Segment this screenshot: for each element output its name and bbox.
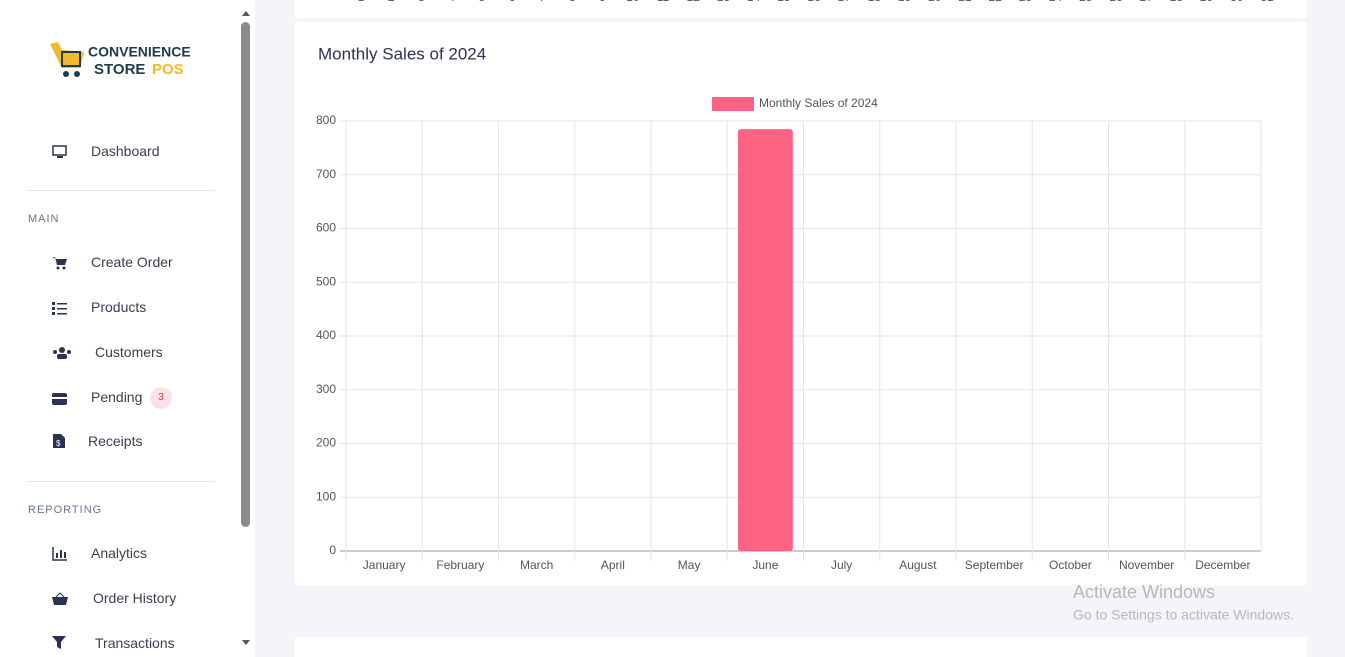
x-tick-label: 16	[807, 0, 821, 4]
x-tick-label: 26	[1109, 0, 1123, 4]
x-tick-label: May	[678, 558, 701, 572]
nav-item[interactable]: Dashboard	[91, 143, 160, 159]
logo-line1: CONVENIENCE	[88, 44, 191, 60]
chart-title: Monthly Sales of 2024	[318, 44, 486, 63]
x-tick-label: 9	[599, 0, 606, 4]
section-title: MAIN	[28, 213, 60, 225]
nav-item[interactable]: Create Order	[91, 254, 173, 270]
x-tick-label: 11	[657, 0, 670, 4]
x-tick-label: September	[965, 558, 1024, 572]
nav-item[interactable]: Order History	[93, 590, 177, 606]
chart-card	[294, 22, 1307, 586]
x-tick-label: February	[436, 558, 484, 572]
main: Monthly Sales of 2024 Activate Windows G…	[294, 0, 1307, 657]
icon	[52, 145, 67, 158]
x-tick-label: 12	[687, 0, 701, 4]
bar	[737, 129, 793, 551]
y-tick-label: 200	[316, 436, 336, 450]
x-tick-label: June	[752, 558, 778, 572]
x-tick-label: 1	[358, 0, 365, 4]
x-tick-label: July	[831, 558, 852, 572]
x-tick-label: 28	[1170, 0, 1184, 4]
x-tick-label: 7	[539, 0, 546, 4]
x-tick-label: October	[1049, 558, 1092, 572]
y-tick-label: 600	[316, 221, 336, 235]
y-tick-label: 100	[316, 489, 336, 503]
previous-card	[294, 0, 1307, 18]
icon	[52, 393, 67, 405]
icon	[53, 347, 71, 359]
x-tick-label: December	[1195, 558, 1250, 572]
x-tick-label: 13	[717, 0, 731, 4]
x-tick-label: 24	[1049, 0, 1063, 4]
x-tick-label: 29	[1200, 0, 1214, 4]
icon	[52, 592, 68, 605]
badge: 3	[150, 387, 172, 409]
nav-item[interactable]: Transactions	[95, 635, 175, 651]
logo: CONVENIENCE STORE POS	[50, 42, 191, 78]
y-tick-label: 500	[316, 274, 336, 288]
icon	[52, 302, 67, 315]
x-tick-label: 21	[958, 0, 972, 4]
y-tick-label: 0	[329, 543, 336, 557]
x-tick-label: November	[1119, 558, 1174, 572]
x-tick-label: 18	[868, 0, 882, 4]
icon	[52, 636, 66, 649]
x-tick-label: 27	[1140, 0, 1154, 4]
x-tick-label: 3	[418, 0, 425, 4]
x-tick-label: 31	[1260, 0, 1274, 4]
scroll-arrows[interactable]	[241, 8, 251, 648]
y-tick-label: 800	[316, 113, 336, 127]
watermark-title: Activate Windows	[1073, 582, 1215, 602]
section-title: REPORTING	[28, 504, 103, 516]
icon: $	[53, 434, 65, 448]
nav-item[interactable]: Pending	[91, 389, 143, 405]
legend-label: Monthly Sales of 2024	[759, 96, 878, 110]
divider	[28, 190, 215, 191]
nav-item[interactable]: Products	[91, 299, 147, 315]
x-tick-label: 6	[509, 0, 516, 4]
x-tick-label: 17	[838, 0, 852, 4]
x-tick-label: 4	[448, 0, 455, 4]
x-tick-label: August	[899, 558, 937, 572]
icon	[52, 257, 67, 270]
x-tick-label: 14	[747, 0, 761, 4]
y-tick-label: 400	[316, 328, 336, 342]
watermark-subtitle: Go to Settings to activate Windows.	[1073, 607, 1294, 623]
x-tick-label: 20	[928, 0, 942, 4]
icon	[52, 547, 67, 561]
y-tick-label: 700	[316, 167, 336, 181]
x-tick-label: 8	[569, 0, 576, 4]
y-tick-label: 300	[316, 382, 336, 396]
sidebar: CONVENIENCE STORE POS Dashboard MAIN Cre…	[0, 0, 255, 657]
x-tick-label: 23	[1019, 0, 1033, 4]
x-tick-label: 19	[898, 0, 912, 4]
x-tick-label: 5	[478, 0, 485, 4]
x-tick-label: 30	[1230, 0, 1244, 4]
x-tick-label: March	[520, 558, 553, 572]
divider	[28, 481, 215, 482]
x-tick-label: 2	[388, 0, 395, 4]
x-tick-label: 22	[989, 0, 1003, 4]
next-card	[294, 637, 1307, 657]
x-tick-label: 10	[626, 0, 640, 4]
scrollbar[interactable]	[241, 22, 250, 527]
nav-item[interactable]: Customers	[95, 344, 163, 360]
svg-text:$: $	[56, 439, 61, 448]
x-tick-label: January	[363, 558, 406, 572]
nav-item[interactable]: Analytics	[91, 545, 148, 561]
logo-accent: POS	[152, 61, 184, 78]
logo-line2: STORE	[94, 61, 145, 78]
legend-swatch	[712, 97, 754, 111]
x-tick-label: 25	[1079, 0, 1093, 4]
x-tick-label: April	[601, 558, 625, 572]
x-tick-label: 15	[777, 0, 791, 4]
nav-item[interactable]: Receipts	[88, 433, 143, 449]
